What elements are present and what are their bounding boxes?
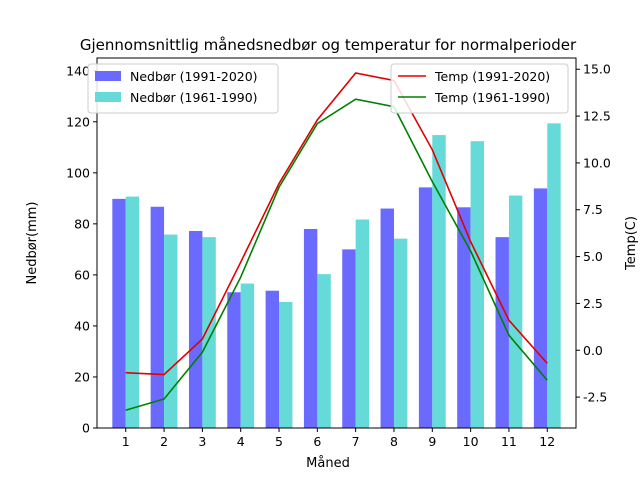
left-y-tick-label: 120 — [66, 114, 90, 129]
right-y-tick-label: -2.5 — [583, 390, 607, 405]
line-temp-1961-1990 — [125, 98, 548, 411]
bar-1961-1990-month-1 — [125, 196, 140, 428]
legend-lines-box — [390, 63, 569, 114]
bar-1961-1990-month-10 — [470, 141, 485, 428]
bar-1991-2020-month-6 — [303, 228, 318, 428]
bar-1961-1990-month-12 — [547, 123, 561, 429]
bar-1991-2020-month-12 — [533, 188, 548, 428]
legend-label-line-1961-1990: Temp (1961-1990) — [434, 90, 550, 105]
x-axis-label: Måned — [306, 456, 350, 471]
bar-1991-2020-month-4 — [227, 292, 241, 428]
legend-swatch-bar-1991-2020 — [95, 71, 121, 81]
legend-swatch-bar-1961-1990 — [95, 92, 121, 102]
legend-label-line-1991-2020: Temp (1991-2020) — [434, 69, 550, 84]
legend-label-bar-1961-1990: Nedbør (1961-1990) — [130, 90, 258, 105]
bar-1991-2020-month-3 — [188, 231, 203, 428]
left-y-axis-label: Nedbør(mm) — [25, 202, 40, 285]
bar-1961-1990-month-2 — [164, 234, 178, 428]
bar-1961-1990-month-7 — [355, 219, 370, 428]
x-axis-ticks: 1 2 3 4 5 6 7 8 9 10 11 12 — [122, 428, 555, 449]
legend-label-bar-1991-2020: Nedbør (1991-2020) — [130, 69, 258, 84]
x-tick-label: 2 — [160, 434, 168, 449]
legend-bars: Nedbør (1991-2020) Nedbør (1961-1990) — [87, 63, 279, 114]
line-temp-1991-2020 — [125, 72, 548, 376]
bar-1961-1990-month-3 — [202, 237, 216, 428]
bar-1991-2020-month-2 — [150, 206, 165, 428]
right-y-tick-label: 7.5 — [583, 202, 603, 217]
bar-1991-2020-month-7 — [342, 249, 356, 428]
x-tick-label: 7 — [352, 434, 360, 449]
bar-1991-2020-month-10 — [457, 207, 471, 428]
bar-1991-2020-month-8 — [380, 208, 394, 428]
left-y-tick-label: 20 — [74, 369, 90, 384]
legend-lines: Temp (1991-2020) Temp (1961-1990) — [390, 63, 569, 114]
right-y-axis-ticks: -2.5 0.0 2.5 5.0 7.5 10.0 12.5 15.0 — [576, 62, 611, 405]
x-tick-label: 10 — [463, 434, 479, 449]
x-tick-label: 8 — [390, 434, 398, 449]
bar-1961-1990-month-4 — [240, 283, 255, 428]
bar-1961-1990-month-6 — [317, 274, 331, 428]
right-y-tick-label: 15.0 — [583, 62, 611, 77]
plot-frame — [96, 57, 577, 429]
right-y-tick-label: 12.5 — [583, 109, 611, 124]
x-tick-label: 3 — [198, 434, 206, 449]
x-tick-label: 4 — [237, 434, 245, 449]
right-y-tick-label: 5.0 — [583, 249, 603, 264]
left-y-axis-ticks: 0 20 40 60 80 100 120 140 — [66, 63, 97, 436]
x-tick-label: 12 — [539, 434, 555, 449]
right-y-tick-label: 2.5 — [583, 296, 603, 311]
x-tick-label: 9 — [428, 434, 436, 449]
left-y-tick-label: 140 — [66, 63, 90, 78]
x-tick-label: 11 — [501, 434, 517, 449]
bars-layer — [112, 123, 561, 429]
left-y-tick-label: 0 — [82, 421, 90, 436]
legend-bars-box — [87, 63, 279, 114]
bar-1991-2020-month-9 — [418, 187, 433, 428]
bar-1991-2020-month-11 — [495, 237, 509, 428]
lines-layer — [125, 72, 548, 411]
x-tick-label: 1 — [122, 434, 130, 449]
left-y-tick-label: 100 — [66, 165, 90, 180]
bar-1961-1990-month-5 — [279, 301, 293, 428]
bar-1961-1990-month-8 — [393, 238, 408, 428]
bar-1961-1990-month-9 — [432, 135, 446, 428]
x-tick-label: 5 — [275, 434, 283, 449]
left-y-tick-label: 80 — [74, 216, 90, 231]
x-tick-label: 6 — [313, 434, 321, 449]
bar-1991-2020-month-1 — [112, 198, 126, 428]
chart-title: Gjennomsnittlig månedsnedbør og temperat… — [80, 36, 577, 54]
right-y-tick-label: 10.0 — [583, 155, 611, 170]
right-y-axis-label: Temp(C) — [624, 216, 639, 271]
bar-1991-2020-month-5 — [265, 290, 280, 428]
left-y-tick-label: 60 — [74, 267, 90, 282]
left-y-tick-label: 40 — [74, 318, 90, 333]
bar-1961-1990-month-11 — [508, 195, 523, 428]
right-y-tick-label: 0.0 — [583, 343, 603, 358]
